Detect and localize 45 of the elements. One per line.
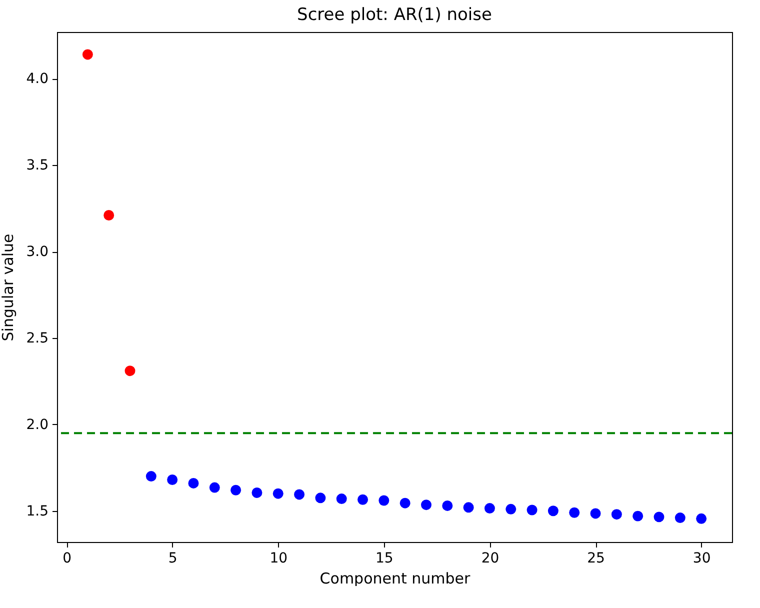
point (358, 494, 368, 505)
point (696, 513, 707, 524)
point (124, 366, 136, 376)
x-tick-label: 20 (481, 550, 500, 566)
x-tick-label: 5 (168, 550, 178, 566)
x-tick-label: 15 (376, 550, 394, 566)
point (590, 508, 601, 519)
point (146, 471, 156, 482)
point (209, 482, 220, 493)
point (336, 494, 347, 504)
point (442, 500, 453, 511)
y-tick-label: 1.5 (26, 503, 48, 520)
y-tick-label: 2.0 (26, 416, 48, 433)
point (230, 484, 242, 496)
x-tick-label: 25 (587, 550, 605, 566)
x-tick-label: 0 (62, 550, 72, 566)
point (82, 49, 93, 60)
point (569, 507, 580, 518)
point (463, 502, 474, 513)
y-axis-title: Singular value (0, 234, 18, 342)
y-tick-label: 2.5 (26, 330, 48, 346)
y-tick-label: 4.0 (26, 71, 48, 88)
point (167, 474, 178, 485)
point (420, 500, 432, 510)
point (632, 510, 644, 522)
point (674, 512, 686, 524)
point (294, 489, 305, 500)
chart-title: Scree plot: AR(1) noise (297, 5, 492, 25)
point (526, 504, 538, 516)
point (400, 498, 410, 508)
x-tick-label: 10 (270, 550, 288, 566)
x-tick-label: 30 (692, 550, 711, 566)
point (378, 495, 390, 506)
y-tick-label: 3.5 (26, 158, 48, 174)
y-tick-label: 3.0 (26, 244, 48, 260)
point (272, 488, 284, 499)
point (315, 492, 326, 504)
point (252, 487, 262, 498)
point (104, 210, 114, 220)
point (506, 504, 516, 514)
point (188, 478, 199, 488)
point (654, 512, 664, 522)
point (548, 506, 558, 516)
point (484, 503, 495, 514)
point (611, 509, 622, 520)
